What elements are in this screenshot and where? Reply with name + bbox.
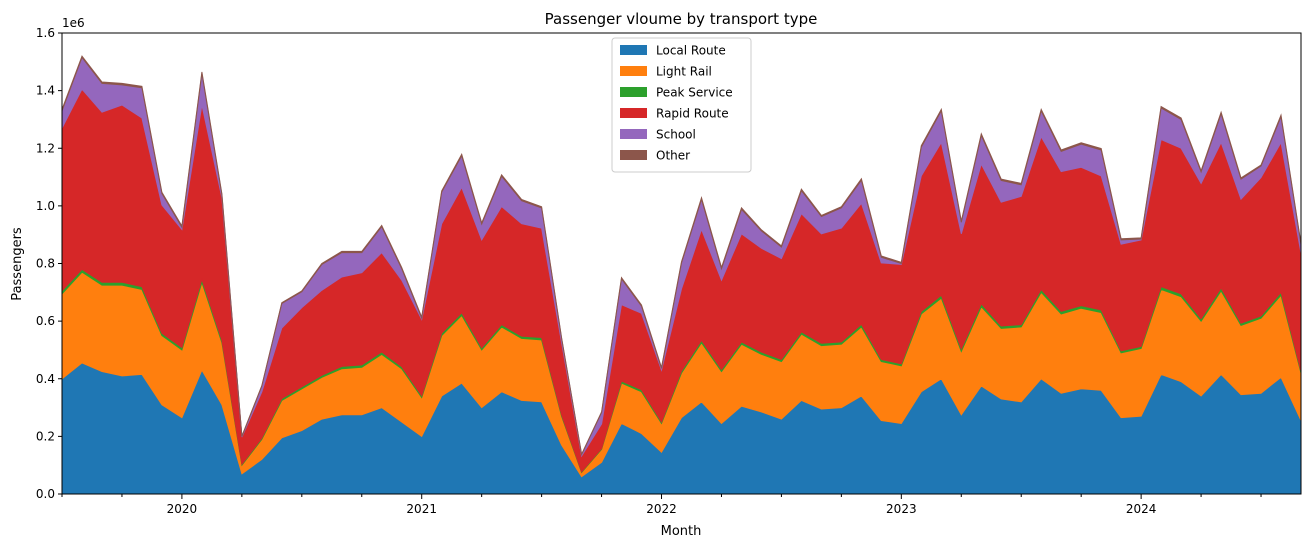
y-axis-label: Passengers bbox=[10, 227, 25, 301]
y-tick-label: 1.2 bbox=[36, 141, 55, 155]
legend-swatch bbox=[620, 108, 647, 118]
x-tick-label: 2020 bbox=[167, 502, 198, 516]
x-tick-label: 2021 bbox=[406, 502, 437, 516]
legend-label: Peak Service bbox=[656, 86, 733, 100]
legend-label: Local Route bbox=[656, 44, 726, 58]
legend-label: Other bbox=[656, 149, 690, 163]
legend-swatch bbox=[620, 66, 647, 76]
x-tick-label: 2024 bbox=[1126, 502, 1157, 516]
y-tick-label: 0.2 bbox=[36, 429, 55, 443]
y-tick-label: 0.4 bbox=[36, 372, 55, 386]
y-tick-label: 0.6 bbox=[36, 314, 55, 328]
legend: Local Route Light Rail Peak Service Rapid R… bbox=[611, 37, 752, 173]
legend-swatch bbox=[620, 129, 647, 139]
x-axis: 2020 2021 2022 2023 2024 bbox=[61, 494, 1262, 516]
x-tick-label: 2023 bbox=[886, 502, 917, 516]
y-tick-label: 0.0 bbox=[36, 487, 55, 501]
legend-label: Light Rail bbox=[656, 65, 712, 79]
legend-label: School bbox=[656, 128, 696, 142]
legend-label: Rapid Route bbox=[656, 107, 729, 121]
chart-title: Passenger vloume by transport type bbox=[545, 10, 818, 28]
legend-swatch bbox=[620, 150, 647, 160]
y-tick-label: 1.6 bbox=[36, 26, 55, 40]
y-axis-offset-label: 1e6 bbox=[62, 16, 85, 30]
y-tick-label: 1.4 bbox=[36, 84, 55, 98]
y-tick-label: 1.0 bbox=[36, 199, 55, 213]
legend-swatch bbox=[620, 45, 647, 55]
y-tick-label: 0.8 bbox=[36, 257, 55, 271]
x-tick-label: 2022 bbox=[646, 502, 677, 516]
x-axis-label: Month bbox=[661, 524, 702, 539]
y-axis: 0.0 0.2 0.4 0.6 0.8 1.0 1.2 1.4 1.6 bbox=[36, 26, 62, 501]
legend-swatch bbox=[620, 87, 647, 97]
